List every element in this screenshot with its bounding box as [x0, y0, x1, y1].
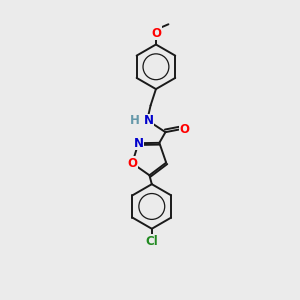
Text: O: O [179, 123, 190, 136]
Text: H: H [130, 114, 140, 128]
Text: N: N [143, 114, 154, 128]
Text: O: O [127, 157, 137, 170]
Text: O: O [151, 27, 161, 40]
Text: Cl: Cl [146, 235, 158, 248]
Text: N: N [134, 137, 143, 150]
